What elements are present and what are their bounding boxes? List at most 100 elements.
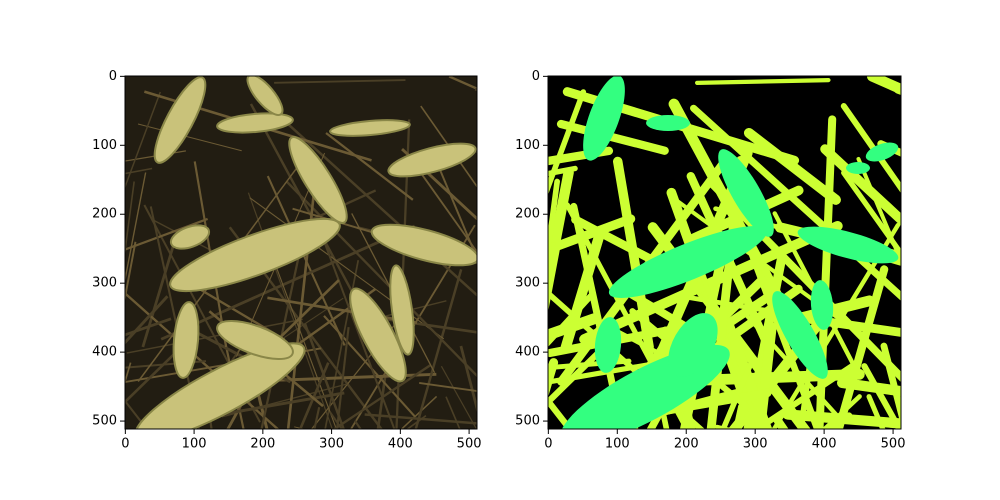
- wheat-heads: [134, 76, 477, 429]
- stem: [364, 413, 477, 425]
- stem: [125, 400, 149, 429]
- stem: [459, 345, 477, 414]
- stem: [125, 362, 132, 385]
- y-tick-label: 400: [92, 345, 117, 360]
- stem: [125, 295, 169, 345]
- stem: [286, 160, 319, 429]
- stem: [141, 236, 178, 348]
- stem-mask-line: [548, 313, 600, 341]
- stem-mask-line: [548, 339, 612, 407]
- stem-mask-line: [612, 156, 654, 352]
- stem: [353, 420, 362, 429]
- stem: [440, 365, 477, 429]
- stem: [323, 315, 416, 418]
- wheat-image: [125, 76, 477, 429]
- stem: [303, 322, 345, 429]
- stem-mask-line: [893, 84, 901, 95]
- x-tick-label: 200: [674, 437, 699, 452]
- stem: [125, 217, 209, 251]
- y-tick-label: 500: [515, 414, 540, 429]
- stem-mask-line: [548, 358, 559, 398]
- stem: [332, 364, 431, 429]
- stem: [298, 362, 330, 429]
- x-tick-label: 300: [319, 437, 344, 452]
- stem-mask-line: [837, 377, 901, 397]
- stem-mask-line: [752, 362, 857, 429]
- stem: [125, 181, 135, 258]
- stem-mask-line: [742, 234, 821, 429]
- stem: [274, 79, 406, 84]
- stem-mask-line: [579, 220, 843, 345]
- y-tick-label: 0: [532, 69, 540, 84]
- stem: [420, 105, 477, 188]
- x-tick-label: 0: [544, 437, 552, 452]
- stem: [325, 132, 414, 201]
- stem-mask-line: [548, 214, 636, 255]
- stem-mask-line: [556, 119, 669, 155]
- stem-mask-line: [820, 144, 901, 227]
- x-tick-label: 400: [388, 437, 413, 452]
- stem-mask-line: [782, 409, 901, 429]
- stem: [269, 107, 477, 297]
- stem-mask-line: [548, 167, 574, 307]
- y-tick-label: 300: [92, 276, 117, 291]
- y-tick-label: 200: [92, 207, 117, 222]
- y-tick-label: 100: [92, 138, 117, 153]
- stem-mask-line: [856, 157, 901, 266]
- stem-mask-line: [548, 89, 587, 195]
- y-tick-label: 200: [515, 207, 540, 222]
- stem: [322, 237, 396, 429]
- stem-mask-line: [841, 170, 901, 259]
- stem-mask-line: [748, 407, 770, 429]
- stem: [160, 224, 416, 341]
- mask-image: [548, 76, 901, 429]
- y-tick-label: 0: [109, 69, 117, 84]
- stem-mask-line: [722, 317, 773, 429]
- stem: [419, 382, 477, 392]
- stem-mask-line: [773, 416, 789, 429]
- stem: [401, 148, 477, 221]
- stem-mask-line: [840, 103, 901, 194]
- x-tick-label: 0: [121, 437, 129, 452]
- stem-mask-line: [548, 146, 614, 166]
- y-tick-label: 100: [515, 138, 540, 153]
- stem: [420, 172, 477, 254]
- x-tick-label: 300: [743, 437, 768, 452]
- stem-mask-line: [861, 363, 901, 429]
- stem: [414, 269, 463, 429]
- stem: [125, 341, 187, 404]
- stem: [125, 150, 186, 162]
- axes-frame: [547, 75, 902, 430]
- stem: [125, 172, 147, 284]
- head-mask: [560, 76, 899, 429]
- stem: [400, 395, 438, 429]
- stem-mask-line: [548, 397, 574, 429]
- x-tick-label: 100: [182, 437, 207, 452]
- stem: [125, 317, 172, 337]
- stem: [125, 91, 161, 190]
- x-tick-label: 500: [881, 437, 906, 452]
- y-tick-label: 300: [515, 276, 540, 291]
- stem: [434, 158, 477, 261]
- stem: [126, 318, 303, 354]
- x-tick-label: 500: [457, 437, 482, 452]
- stem-mask-line: [743, 127, 841, 205]
- stem-mask-line: [720, 359, 755, 429]
- stem-mask-line: [670, 195, 869, 341]
- x-tick-label: 400: [812, 437, 837, 452]
- stem-mask-line: [834, 265, 889, 429]
- stem-mask-line: [694, 77, 831, 85]
- y-tick-label: 500: [92, 414, 117, 429]
- stem-mask-line: [548, 293, 594, 347]
- stem-mask-line: [706, 156, 745, 429]
- stem: [267, 296, 418, 325]
- y-tick-label: 400: [515, 345, 540, 360]
- stem: [328, 411, 343, 429]
- x-tick-label: 200: [250, 437, 275, 452]
- x-tick-label: 100: [605, 437, 630, 452]
- stem-mask-line: [548, 178, 560, 273]
- stem-mask-line: [548, 239, 562, 313]
- axes-frame: [124, 75, 478, 430]
